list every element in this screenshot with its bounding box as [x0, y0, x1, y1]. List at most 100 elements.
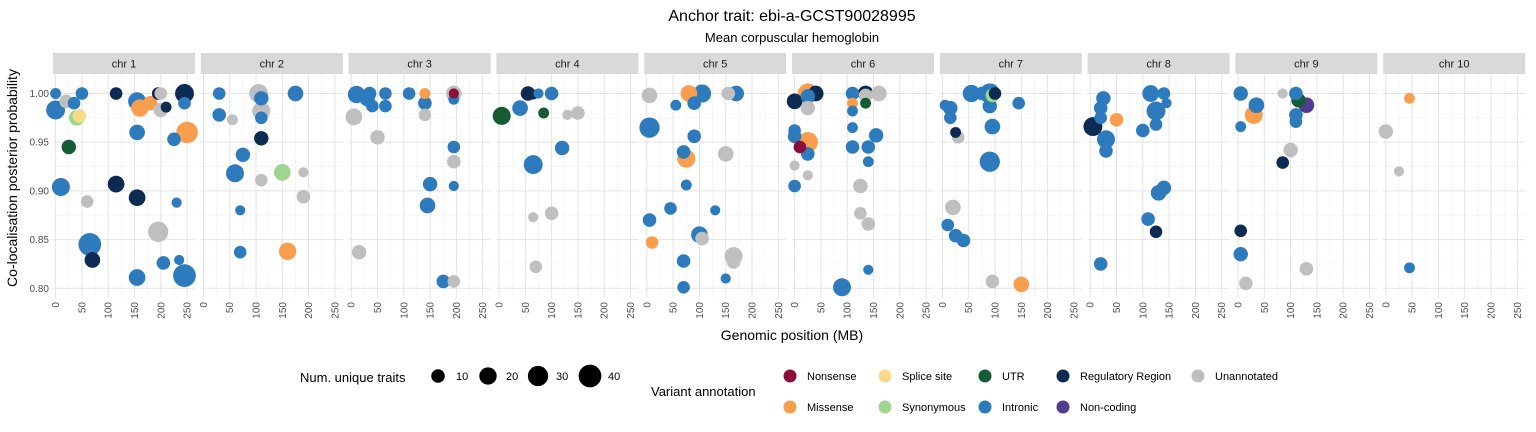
- data-point: [1136, 123, 1150, 138]
- x-tick-label: 50: [225, 302, 236, 314]
- data-point: [529, 260, 543, 274]
- data-point: [1276, 156, 1289, 169]
- data-point: [645, 236, 659, 249]
- data-point: [1161, 98, 1172, 109]
- data-point: [273, 164, 291, 181]
- size-legend-key: [578, 364, 602, 388]
- facet-strip: [496, 53, 639, 74]
- data-point: [50, 88, 62, 99]
- data-point: [156, 256, 171, 270]
- data-point: [402, 87, 416, 100]
- data-point: [676, 254, 691, 268]
- data-point: [1404, 262, 1415, 274]
- data-point: [1378, 124, 1394, 139]
- x-tick-label: 250: [1217, 302, 1228, 319]
- facet-chr-1: chr 1 0 50 100 150 200 250 0.80 0.85 0.90 0.95 1.00: [30, 53, 198, 319]
- data-point: [233, 245, 247, 259]
- data-point: [1156, 180, 1172, 196]
- panel-background: [644, 74, 787, 298]
- data-point: [800, 89, 816, 104]
- facet-strip: [200, 53, 343, 74]
- facet-chr-5: chr 5 0 50 100 150 200 250: [639, 53, 787, 319]
- color-legend-key: [783, 369, 797, 383]
- x-tick-label: 100: [399, 302, 410, 319]
- x-tick-label: 50: [521, 302, 532, 314]
- data-point: [362, 86, 377, 101]
- data-point: [847, 105, 858, 117]
- color-legend-title: Variant annotation: [651, 384, 756, 399]
- data-point: [254, 173, 268, 187]
- data-point: [1404, 92, 1415, 104]
- data-point: [979, 151, 1000, 172]
- x-tick-label: 0: [1234, 302, 1245, 308]
- data-point: [1093, 257, 1108, 271]
- color-legend-label: UTR: [1002, 371, 1025, 383]
- x-tick-label: 200: [600, 302, 611, 319]
- data-point: [860, 97, 872, 109]
- data-point: [862, 156, 874, 168]
- color-legend-key: [878, 369, 892, 383]
- data-point: [861, 140, 876, 154]
- color-legend-key: [1056, 400, 1070, 414]
- data-point: [379, 99, 392, 113]
- data-point: [419, 197, 436, 214]
- x-tick-label: 150: [278, 302, 289, 319]
- data-point: [1233, 86, 1248, 101]
- y-tick-label: 0.90: [30, 186, 50, 197]
- data-point: [721, 86, 736, 101]
- data-point: [176, 121, 198, 144]
- data-point: [72, 109, 87, 123]
- data-point: [287, 85, 304, 102]
- data-point: [847, 122, 858, 134]
- data-point: [447, 154, 461, 169]
- facet-label: chr 9: [1294, 59, 1318, 71]
- facet-strip: [792, 53, 934, 74]
- facet-label: chr 3: [407, 59, 431, 71]
- color-legend-key: [878, 400, 892, 414]
- facet-label: chr 5: [703, 59, 727, 71]
- data-point: [793, 140, 807, 154]
- data-point: [788, 124, 801, 137]
- facet-strip: [53, 53, 195, 74]
- x-tick-label: 200: [1043, 302, 1054, 319]
- x-tick-label: 150: [1312, 302, 1323, 319]
- x-tick-label: 200: [748, 302, 759, 319]
- data-point: [418, 96, 432, 110]
- color-legend-key: [978, 369, 992, 383]
- x-tick-label: 100: [695, 302, 706, 319]
- facet-label: chr 1: [112, 59, 136, 71]
- data-point: [422, 176, 438, 192]
- data-point: [941, 218, 954, 232]
- x-tick-label: 200: [1487, 302, 1498, 319]
- data-point: [235, 147, 251, 163]
- data-point: [1142, 85, 1160, 102]
- data-point: [710, 205, 721, 216]
- data-point: [982, 98, 998, 114]
- data-point: [847, 97, 858, 109]
- data-point: [1299, 262, 1314, 276]
- panel-background: [939, 74, 1082, 298]
- facet-strip: [1235, 53, 1378, 74]
- facet-chr-10: chr 10 0 50 100 150 200 250: [1378, 53, 1526, 319]
- data-point: [75, 87, 89, 100]
- data-point: [1239, 276, 1253, 291]
- facet-chr-9: chr 9 0 50 100 150 200 250: [1233, 53, 1378, 319]
- data-point: [664, 202, 677, 215]
- x-tick-label: 100: [1434, 302, 1445, 319]
- data-point: [854, 207, 867, 220]
- data-point: [448, 180, 459, 192]
- data-point: [296, 189, 311, 204]
- facet-label: chr 4: [555, 59, 579, 71]
- data-point: [128, 269, 146, 286]
- data-point: [1157, 87, 1171, 100]
- data-point: [788, 179, 801, 193]
- x-tick-label: 100: [843, 302, 854, 319]
- data-point: [845, 140, 860, 154]
- color-legend-label: Nonsense: [807, 371, 857, 383]
- size-legend-label: 10: [456, 371, 468, 383]
- data-point: [1141, 212, 1155, 226]
- data-point: [687, 129, 701, 144]
- x-tick-label: 250: [1069, 302, 1080, 319]
- data-point: [988, 87, 1002, 100]
- data-point: [944, 111, 957, 125]
